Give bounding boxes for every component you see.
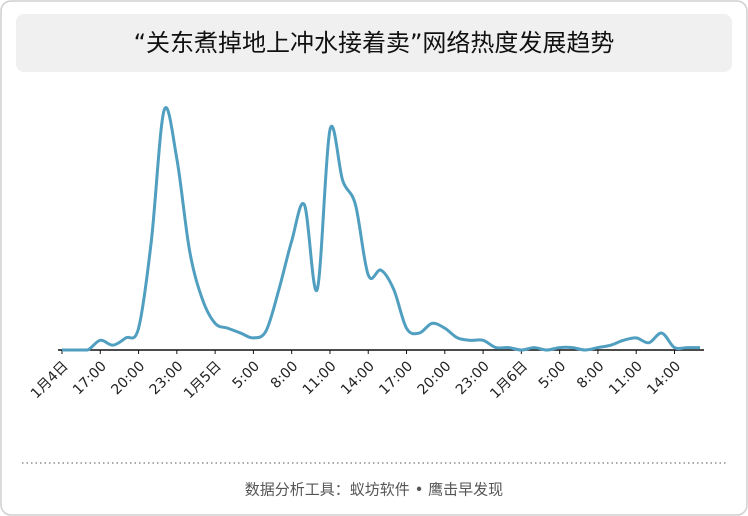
footer: 数据分析工具：蚁坊软件 • 鹰击早发现 [245,481,503,499]
title-box [16,14,732,72]
chart-title: “关东煮掉地上冲水接着卖”网络热度发展趋势 [134,29,615,57]
line-series [62,106,700,352]
